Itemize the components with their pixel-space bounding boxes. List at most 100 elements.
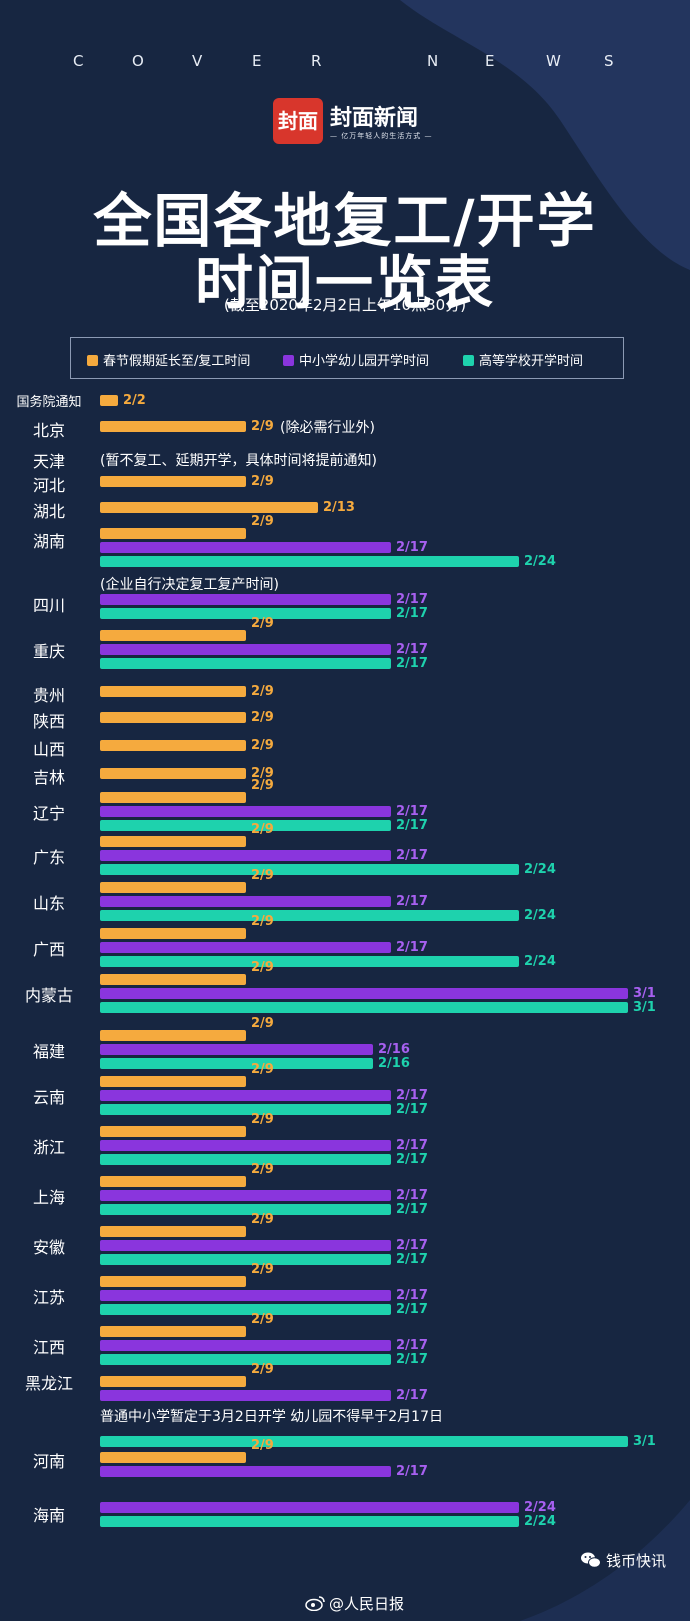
cover-letter: O <box>132 52 144 70</box>
region-label: 海南 <box>32 1506 65 1525</box>
bar-college <box>100 956 519 967</box>
bar-primary <box>100 1502 519 1513</box>
data-label-college: 2/17 <box>396 1252 428 1267</box>
bar-spring <box>100 1226 246 1237</box>
logo-name: 封面新闻 <box>330 105 419 131</box>
data-label-primary: 2/16 <box>378 1042 410 1057</box>
bar-spring <box>100 502 318 513</box>
cover-letter: E <box>252 52 262 70</box>
cover-letter: C <box>73 52 84 70</box>
bar-college <box>100 1104 391 1115</box>
bar-spring <box>100 1030 246 1041</box>
region-label: 江西 <box>32 1338 65 1357</box>
bar-college <box>100 1354 391 1365</box>
bar-spring <box>100 792 246 803</box>
bar-spring <box>100 928 246 939</box>
bar-college <box>100 1436 628 1447</box>
data-label-college: 2/24 <box>524 862 556 877</box>
region-label: 黑龙江 <box>24 1374 73 1393</box>
region-label: 四川 <box>32 596 65 615</box>
data-label-spring: 2/9 <box>251 1362 274 1377</box>
data-label-spring: 2/9 <box>251 710 274 725</box>
bar-primary <box>100 1044 373 1055</box>
bar-spring <box>100 1076 246 1087</box>
data-label-primary: 2/17 <box>396 1338 428 1353</box>
bar-spring <box>100 768 246 779</box>
region-label: 北京 <box>32 421 65 440</box>
bar-spring <box>100 1376 246 1387</box>
data-label-primary: 2/17 <box>396 540 428 555</box>
bar-college <box>100 820 391 831</box>
data-label-primary: 2/17 <box>396 940 428 955</box>
bar-spring <box>100 686 246 697</box>
bar-college <box>100 1516 519 1527</box>
bar-spring <box>100 528 246 539</box>
bar-college <box>100 1304 391 1315</box>
bar-college <box>100 1154 391 1165</box>
bar-spring <box>100 476 246 487</box>
bar-primary <box>100 806 391 817</box>
data-label-spring: 2/9 <box>251 419 274 434</box>
footer-source-text: @人民日报 <box>329 1595 405 1613</box>
bar-primary <box>100 850 391 861</box>
bar-primary <box>100 542 391 553</box>
bar-primary <box>100 1340 391 1351</box>
region-label: 国务院通知 <box>16 395 82 410</box>
cover-letter: N <box>427 52 439 70</box>
legend: 春节假期延长至/复工时间 中小学幼儿园开学时间 高等学校开学时间 <box>70 337 624 379</box>
bar-college <box>100 1254 391 1265</box>
data-label-spring: 2/9 <box>251 1062 274 1077</box>
data-label-spring: 2/13 <box>323 500 355 515</box>
bar-college <box>100 1058 373 1069</box>
region-label: 上海 <box>32 1188 65 1207</box>
data-label-college: 2/16 <box>378 1056 410 1071</box>
data-label-spring: 2/9 <box>251 1212 274 1227</box>
bar-college <box>100 658 391 669</box>
region-label: 陕西 <box>32 712 65 731</box>
region-label: 河北 <box>32 476 65 495</box>
data-label-spring: 2/9 <box>251 738 274 753</box>
region-label: 广西 <box>32 940 65 959</box>
bar-spring <box>100 836 246 847</box>
region-label: 安徽 <box>32 1238 65 1257</box>
bar-college <box>100 864 519 875</box>
data-label-primary: 2/17 <box>396 1138 428 1153</box>
cover-letter: E <box>485 52 495 70</box>
bar-college <box>100 910 519 921</box>
data-label-primary: 2/17 <box>396 1088 428 1103</box>
region-note: (除必需行业外) <box>280 420 375 436</box>
bar-spring <box>100 1276 246 1287</box>
data-label-spring: 2/9 <box>251 914 274 929</box>
data-label-primary: 2/17 <box>396 1238 428 1253</box>
legend-label-spring: 春节假期延长至/复工时间 <box>103 354 251 369</box>
data-label-spring: 2/9 <box>251 514 274 529</box>
data-label-spring: 2/9 <box>251 868 274 883</box>
data-label-spring: 2/9 <box>251 1312 274 1327</box>
bar-primary <box>100 1390 391 1401</box>
legend-swatch-spring <box>87 355 98 366</box>
data-label-college: 3/1 <box>633 1434 656 1449</box>
cover-letter: W <box>546 52 561 70</box>
weibo-icon <box>305 1596 325 1612</box>
data-label-primary: 2/17 <box>396 642 428 657</box>
region-label: 吉林 <box>32 768 65 787</box>
data-label-primary: 2/17 <box>396 1288 428 1303</box>
chart-title-line-2: 时间一览表 <box>194 249 495 317</box>
cover-letter: R <box>311 52 322 70</box>
data-label-college: 3/1 <box>633 1000 656 1015</box>
bar-spring <box>100 1452 246 1463</box>
data-label-spring: 2/9 <box>251 778 274 793</box>
bar-primary <box>100 1240 391 1251</box>
bar-primary <box>100 1466 391 1477</box>
bar-spring <box>100 1126 246 1137</box>
region-label: 福建 <box>32 1042 65 1061</box>
bar-college <box>100 556 519 567</box>
legend-swatch-college <box>463 355 474 366</box>
footer-brand: 钱币快讯 <box>580 1550 666 1571</box>
bar-spring <box>100 740 246 751</box>
region-note: (企业自行决定复工复产时间) <box>100 577 279 593</box>
region-label: 广东 <box>32 848 65 867</box>
data-label-college: 2/24 <box>524 554 556 569</box>
